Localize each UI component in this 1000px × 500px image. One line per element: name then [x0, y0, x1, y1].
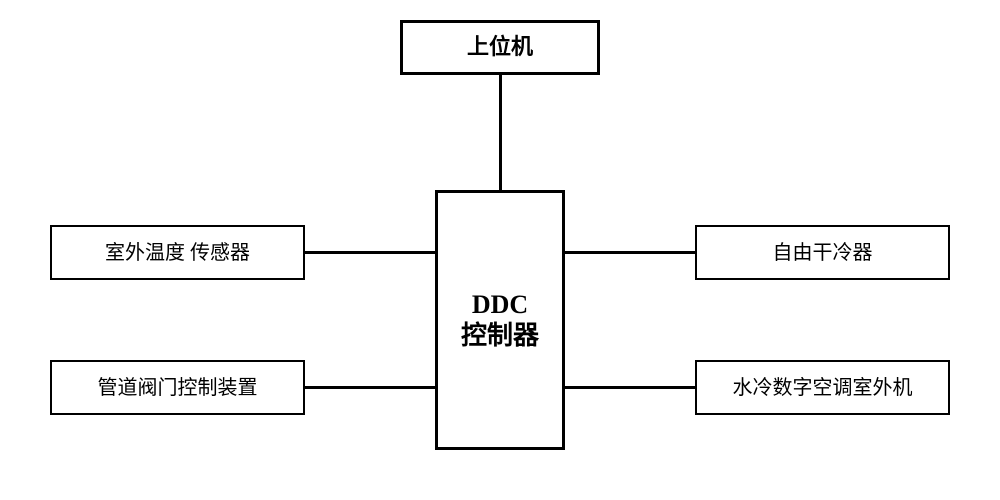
node-top-label: 上位机 [467, 34, 533, 60]
node-center-label: DDC控制器 [461, 289, 539, 351]
edge-center-right2 [565, 386, 695, 389]
node-right1-label: 自由干冷器 [773, 241, 873, 265]
node-left1: 室外温度 传感器 [50, 225, 305, 280]
node-right2-label: 水冷数字空调室外机 [733, 376, 913, 400]
node-left1-label: 室外温度 传感器 [105, 241, 250, 265]
node-center: DDC控制器 [435, 190, 565, 450]
node-left2: 管道阀门控制装置 [50, 360, 305, 415]
edge-top-center [499, 75, 502, 190]
node-right1: 自由干冷器 [695, 225, 950, 280]
node-right2: 水冷数字空调室外机 [695, 360, 950, 415]
edge-left1-center [305, 251, 435, 254]
node-top: 上位机 [400, 20, 600, 75]
edge-center-right1 [565, 251, 695, 254]
diagram-canvas: 上位机 DDC控制器 室外温度 传感器 管道阀门控制装置 自由干冷器 水冷数字空… [0, 0, 1000, 500]
edge-left2-center [305, 386, 435, 389]
node-left2-label: 管道阀门控制装置 [98, 376, 258, 400]
